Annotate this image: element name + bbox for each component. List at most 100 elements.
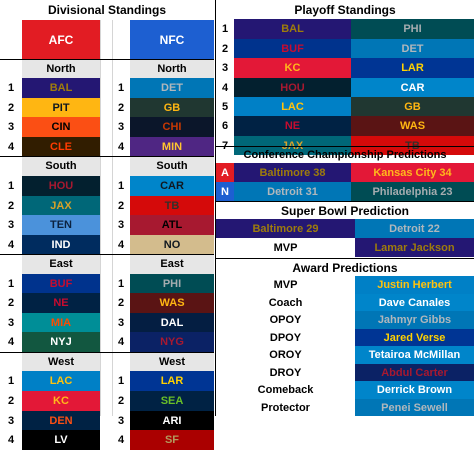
nfc-rank: 4 — [117, 336, 125, 348]
super-bowl-title: Super Bowl Prediction — [280, 203, 409, 218]
conference-left-team: Detroit 31 — [234, 182, 351, 201]
afc-rank: 4 — [7, 238, 15, 251]
nfc-rank: 1 — [117, 277, 125, 290]
playoff-afc-team: KC — [234, 58, 351, 78]
award-label: Protector — [261, 401, 310, 414]
playoff-afc-team: BAL — [234, 19, 351, 39]
afc-rank: 1 — [7, 180, 15, 192]
afc-rank: 2 — [7, 101, 15, 114]
award-label: Coach — [268, 296, 303, 309]
afc-team-cell: BUF — [22, 274, 100, 293]
playoff-seed: 6 — [221, 120, 229, 132]
nfc-team-cell: NYG — [130, 332, 214, 352]
award-label: MVP — [273, 279, 298, 291]
nfc-rank: 1 — [117, 82, 125, 94]
afc-division-header: North — [22, 59, 100, 78]
nfc-division-header: West — [130, 352, 214, 371]
afc-team-cell: IND — [22, 235, 100, 254]
nfc-division-header: South — [130, 156, 214, 176]
section-separator — [216, 201, 474, 202]
afc-team-cell: CLE — [22, 137, 100, 156]
playoff-nfc-team: WAS — [351, 116, 474, 136]
super-bowl-left-team: Baltimore 29 — [216, 219, 355, 238]
conference-right-team: Philadelphia 23 — [351, 182, 474, 201]
nfc-team-cell: CHI — [130, 117, 214, 137]
nfc-team-cell: SF — [130, 430, 214, 450]
playoff-afc-team: BUF — [234, 39, 351, 58]
section-divider — [215, 0, 216, 416]
nfc-rank: 2 — [117, 101, 125, 114]
division-separator — [0, 254, 214, 255]
afc-team-cell: CIN — [22, 117, 100, 137]
afc-division-header: East — [22, 254, 100, 274]
award-label: DROY — [269, 366, 302, 379]
nfc-rank: 4 — [117, 434, 125, 446]
division-separator — [0, 156, 214, 157]
playoff-seed: 2 — [221, 42, 229, 55]
afc-division-header: South — [22, 156, 100, 176]
afc-team-cell: NE — [22, 293, 100, 313]
afc-team-cell: HOU — [22, 176, 100, 196]
afc-team-cell: JAX — [22, 196, 100, 215]
afc-rank: 4 — [7, 140, 15, 153]
nfc-team-cell: ATL — [130, 215, 214, 235]
nfc-team-cell: MIN — [130, 137, 214, 156]
conference-right-team: Kansas City 34 — [351, 163, 474, 182]
nfc-team-cell: LAR — [130, 371, 214, 391]
nfc-division-header: North — [130, 59, 214, 78]
nfc-team-cell: NO — [130, 235, 214, 254]
conference-left-team: Baltimore 38 — [234, 163, 351, 182]
nfc-rank: 3 — [117, 316, 125, 329]
afc-division-header: West — [22, 352, 100, 371]
conference-label: N — [216, 182, 234, 201]
award-winner: Dave Canales — [355, 294, 474, 311]
award-winner: Tetairoa McMillan — [355, 346, 474, 364]
nfc-division-header: East — [130, 254, 214, 274]
playoff-nfc-team: DET — [351, 39, 474, 58]
nfc-team-cell: SEA — [130, 391, 214, 411]
award-winner: Penei Sewell — [355, 399, 474, 416]
divisional-title: Divisional Standings — [47, 3, 167, 17]
awards-title: Award Predictions — [292, 260, 398, 275]
nfc-rank: 1 — [117, 375, 125, 387]
playoff-nfc-team: LAR — [351, 58, 474, 78]
afc-rank: 4 — [7, 434, 15, 446]
afc-team-cell: NYJ — [22, 332, 100, 352]
nfc-rank: 2 — [117, 297, 125, 309]
award-label: OROY — [269, 349, 302, 361]
afc-team-cell: TEN — [22, 215, 100, 235]
nfc-team-cell: CAR — [130, 176, 214, 196]
nfc-team-cell: PHI — [130, 274, 214, 293]
super-bowl-mvp: Lamar Jackson — [355, 238, 474, 257]
nfc-rank: 3 — [117, 219, 125, 231]
award-winner: Jahmyr Gibbs — [355, 311, 474, 329]
nfc-rank: 4 — [117, 238, 125, 251]
playoff-nfc-team: TB — [351, 136, 474, 155]
section-separator — [216, 146, 474, 147]
afc-rank: 2 — [7, 297, 15, 309]
playoff-nfc-team: PHI — [351, 19, 474, 39]
playoff-afc-team: LAC — [234, 97, 351, 116]
afc-team-cell: LAC — [22, 371, 100, 391]
playoff-seed: 3 — [221, 62, 229, 74]
nfc-header: NFC — [130, 20, 214, 59]
afc-rank: 3 — [7, 316, 15, 329]
afc-rank: 1 — [7, 277, 15, 290]
super-bowl-right-team: Detroit 22 — [355, 219, 474, 238]
afc-team-cell: PIT — [22, 98, 100, 117]
nfc-rank: 4 — [117, 140, 125, 153]
gridline-v — [100, 20, 101, 416]
playoff-seed: 5 — [221, 100, 229, 113]
section-separator — [216, 258, 474, 259]
award-winner: Abdul Carter — [355, 364, 474, 381]
conference-championship-title: Conference Championship Predictions — [243, 149, 447, 161]
playoff-seed: 4 — [221, 81, 229, 94]
nfc-team-cell: WAS — [130, 293, 214, 313]
afc-team-cell: LV — [22, 430, 100, 450]
nfc-team-cell: DET — [130, 78, 214, 98]
playoff-seed: 1 — [221, 23, 229, 35]
afc-rank: 1 — [7, 82, 15, 94]
playoff-nfc-team: CAR — [351, 78, 474, 97]
award-winner: Derrick Brown — [355, 381, 474, 399]
nfc-rank: 2 — [117, 199, 125, 212]
